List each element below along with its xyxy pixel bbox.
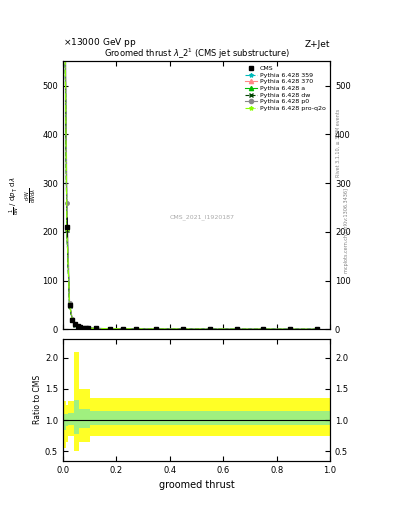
Text: $\times$13000 GeV pp: $\times$13000 GeV pp [63,36,136,49]
X-axis label: groomed thrust: groomed thrust [159,480,234,490]
Text: Rivet 3.1.10, ≥ 3.3M events: Rivet 3.1.10, ≥ 3.3M events [336,109,341,178]
Y-axis label: $\frac{1}{\mathrm{d}N}$ / $\mathrm{d}p_\mathrm{T}$ $\mathrm{d}\lambda$
$\frac{\m: $\frac{1}{\mathrm{d}N}$ / $\mathrm{d}p_\… [8,176,39,215]
Text: CMS_2021_I1920187: CMS_2021_I1920187 [169,214,234,220]
Text: mcplots.cern.ch [arXiv:1306.3436]: mcplots.cern.ch [arXiv:1306.3436] [344,188,349,273]
Y-axis label: Ratio to CMS: Ratio to CMS [33,375,42,424]
Title: Groomed thrust $\lambda\_2^1$ (CMS jet substructure): Groomed thrust $\lambda\_2^1$ (CMS jet s… [104,47,289,61]
Legend: CMS, Pythia 6.428 359, Pythia 6.428 370, Pythia 6.428 a, Pythia 6.428 dw, Pythia: CMS, Pythia 6.428 359, Pythia 6.428 370,… [244,65,327,112]
Text: Z+Jet: Z+Jet [305,39,330,49]
